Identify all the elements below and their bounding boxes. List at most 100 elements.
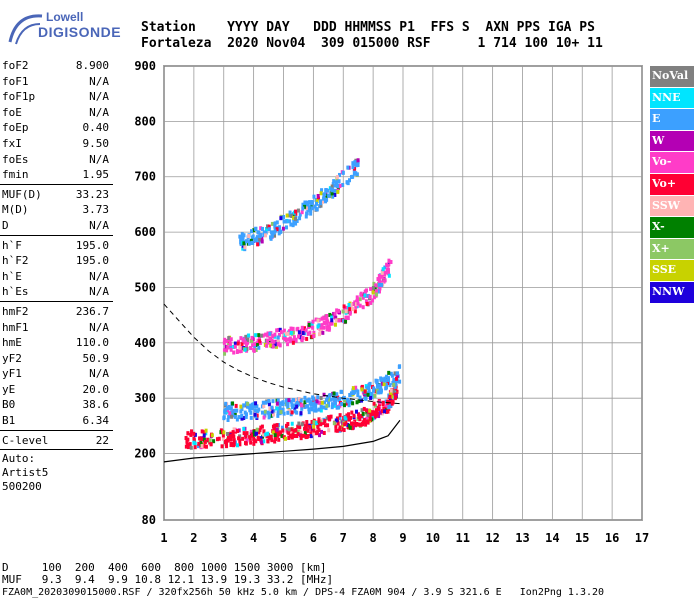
echo-point bbox=[303, 395, 307, 400]
y-tick-label: 800 bbox=[134, 114, 156, 128]
echo-point bbox=[252, 238, 256, 243]
echo-point bbox=[229, 441, 233, 446]
echo-point bbox=[250, 335, 254, 340]
echo-point bbox=[224, 401, 228, 406]
echo-point bbox=[300, 422, 304, 427]
x-tick-label: 14 bbox=[545, 531, 559, 545]
echo-point bbox=[319, 404, 323, 409]
echo-point bbox=[249, 238, 253, 243]
echo-point bbox=[317, 407, 321, 412]
echo-point bbox=[336, 189, 340, 194]
echo-point bbox=[313, 204, 317, 209]
echo-point bbox=[270, 409, 274, 414]
echo-point bbox=[235, 443, 239, 448]
echo-point bbox=[284, 436, 288, 441]
echo-point bbox=[242, 233, 246, 238]
echo-point bbox=[366, 293, 370, 298]
echo-point bbox=[378, 383, 382, 388]
echo-point bbox=[345, 413, 349, 418]
echo-point bbox=[228, 411, 232, 416]
echo-point bbox=[287, 398, 291, 403]
echo-point bbox=[305, 423, 309, 428]
echo-point bbox=[281, 428, 285, 433]
echo-point bbox=[226, 438, 230, 443]
echo-point bbox=[388, 394, 392, 399]
echo-point bbox=[222, 340, 226, 345]
echo-point bbox=[289, 222, 293, 227]
echo-point bbox=[242, 431, 246, 436]
echo-point bbox=[186, 445, 190, 450]
echo-point bbox=[297, 397, 301, 402]
echo-point bbox=[373, 393, 377, 398]
echo-point bbox=[290, 410, 294, 415]
echo-point bbox=[373, 414, 377, 419]
echo-point bbox=[296, 424, 300, 429]
echo-point bbox=[361, 295, 365, 300]
echo-point bbox=[382, 378, 386, 383]
echo-point bbox=[326, 188, 330, 193]
echo-point bbox=[292, 428, 296, 433]
echo-point bbox=[299, 328, 303, 333]
echo-point bbox=[377, 282, 381, 287]
param-row: h`F 195.0 bbox=[0, 238, 113, 254]
echo-point bbox=[244, 414, 248, 419]
echo-point bbox=[286, 430, 290, 435]
echo-point bbox=[225, 444, 229, 449]
echo-point bbox=[286, 342, 290, 347]
echo-point bbox=[344, 309, 348, 314]
echo-point bbox=[319, 422, 323, 427]
echo-point bbox=[281, 226, 285, 231]
echo-point bbox=[352, 390, 356, 395]
echo-point bbox=[334, 180, 338, 185]
x-tick-label: 7 bbox=[340, 531, 347, 545]
echo-point bbox=[186, 431, 190, 436]
echo-point bbox=[289, 399, 293, 404]
echo-point bbox=[382, 382, 386, 387]
echo-point bbox=[279, 216, 283, 221]
echo-point bbox=[360, 387, 364, 392]
legend-entry: Vo+ bbox=[650, 173, 694, 195]
echo-point bbox=[282, 219, 286, 224]
param-row: foF2 8.900 bbox=[0, 58, 113, 74]
echo-point bbox=[231, 401, 235, 406]
param-label: hmF1 bbox=[2, 320, 29, 334]
echo-point bbox=[372, 401, 376, 406]
echo-point bbox=[312, 431, 316, 436]
echo-point bbox=[260, 236, 264, 241]
echo-point bbox=[356, 412, 360, 417]
echo-point bbox=[343, 415, 347, 420]
echo-point bbox=[225, 406, 229, 411]
echo-point bbox=[288, 210, 292, 215]
echo-point bbox=[377, 390, 381, 395]
echo-point bbox=[288, 336, 292, 341]
param-value: 8.900 bbox=[75, 59, 109, 72]
echo-point bbox=[334, 401, 338, 406]
echo-point bbox=[328, 321, 332, 326]
echo-point bbox=[348, 310, 352, 315]
echo-point bbox=[346, 416, 350, 421]
echo-point bbox=[327, 428, 331, 433]
echo-point bbox=[384, 404, 388, 409]
echo-point bbox=[345, 401, 349, 406]
echo-point bbox=[287, 427, 291, 432]
echo-point bbox=[273, 334, 277, 339]
echo-point bbox=[259, 333, 263, 338]
echo-point bbox=[277, 227, 281, 232]
echo-point bbox=[212, 439, 216, 444]
echo-point bbox=[333, 183, 337, 188]
echo-point bbox=[248, 241, 252, 246]
x-tick-label: 4 bbox=[250, 531, 257, 545]
echo-point bbox=[259, 226, 263, 231]
echo-point bbox=[338, 396, 342, 401]
echo-point bbox=[387, 370, 391, 375]
y-tick-label: 900 bbox=[134, 59, 156, 73]
echo-point bbox=[372, 386, 376, 391]
logo-lowell-text: Lowell bbox=[46, 10, 84, 24]
param-value: N/A bbox=[89, 90, 109, 104]
echo-point bbox=[357, 399, 361, 404]
echo-point bbox=[336, 395, 340, 400]
echo-point bbox=[392, 380, 396, 385]
echo-point bbox=[322, 325, 326, 330]
echo-point bbox=[316, 324, 320, 329]
echo-point bbox=[361, 422, 365, 427]
